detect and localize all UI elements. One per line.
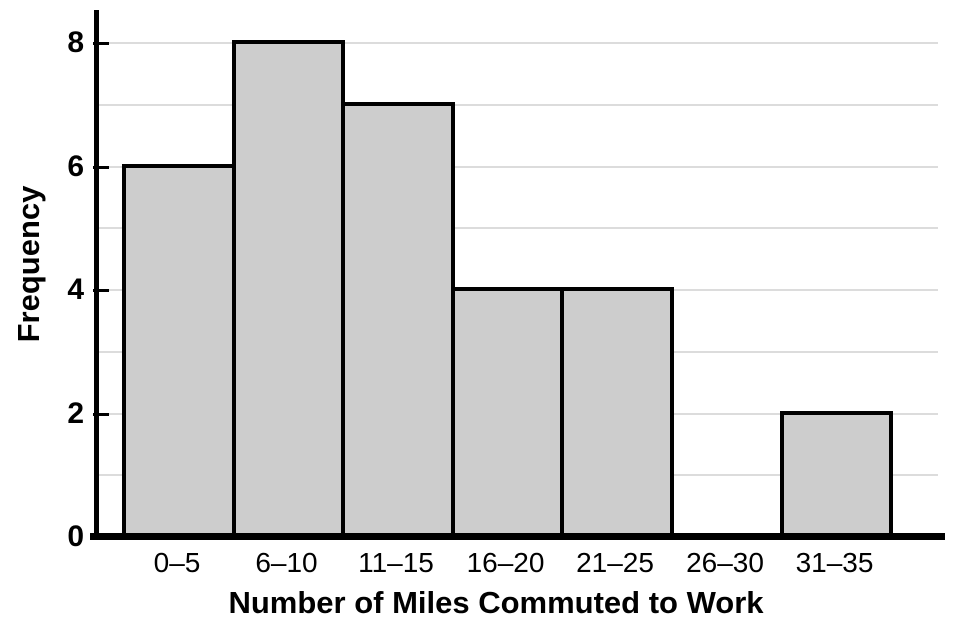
- bar: [122, 164, 236, 540]
- y-tick-mark: [93, 289, 109, 292]
- x-tick-label: 0–5: [153, 547, 201, 578]
- x-axis-line: [90, 533, 945, 540]
- y-tick-label: 8: [67, 26, 84, 59]
- x-tick-label: 16–20: [466, 547, 545, 578]
- y-tick-label: 0: [67, 520, 84, 553]
- y-tick-label: 6: [67, 150, 84, 183]
- y-tick-mark: [93, 42, 109, 45]
- gridline: [97, 104, 938, 106]
- y-tick-label: 2: [67, 397, 84, 430]
- bar: [451, 287, 564, 540]
- y-axis-line: [94, 10, 99, 540]
- x-tick-label: 31–35: [795, 547, 874, 578]
- gridline: [97, 227, 938, 229]
- x-tick-label: 11–15: [358, 547, 434, 578]
- y-tick-mark: [93, 413, 109, 416]
- bar: [560, 287, 674, 540]
- bar: [341, 102, 455, 540]
- x-axis-title: Number of Miles Commuted to Work: [228, 585, 764, 620]
- x-tick-label: 21–25: [576, 547, 654, 578]
- y-axis-title: Frequency: [11, 185, 46, 343]
- gridline: [97, 42, 938, 44]
- bar: [232, 40, 345, 540]
- y-tick-mark: [93, 166, 109, 169]
- gridline: [97, 166, 938, 168]
- x-tick-label: 26–30: [686, 547, 764, 578]
- bar: [780, 411, 893, 540]
- x-tick-label: 6–10: [255, 547, 318, 578]
- y-tick-label: 4: [67, 273, 84, 306]
